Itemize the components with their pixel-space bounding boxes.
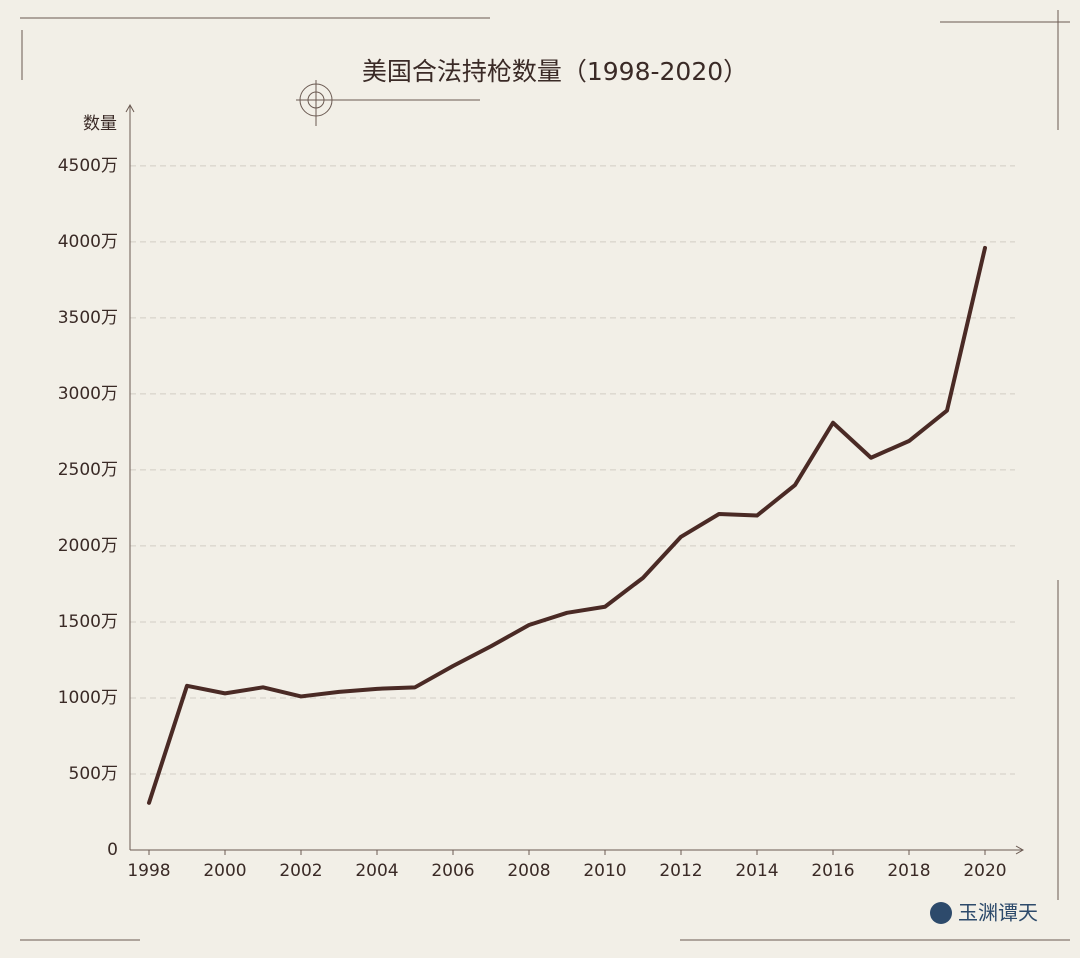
data-line bbox=[147, 245, 987, 805]
logo-icon bbox=[930, 902, 952, 924]
x-tick-label: 2002 bbox=[279, 861, 322, 881]
y-tick-label: 1500万 bbox=[58, 612, 118, 632]
x-tick-label: 2018 bbox=[887, 861, 930, 881]
watermark: 玉渊谭天 bbox=[958, 901, 1038, 925]
y-tick-label: 2500万 bbox=[58, 460, 118, 480]
x-tick-label: 1998 bbox=[127, 861, 170, 881]
y-tick-label: 500万 bbox=[69, 764, 118, 784]
y-tick-label: 0 bbox=[107, 840, 118, 860]
decor bbox=[20, 10, 1070, 941]
y-tick-label: 4500万 bbox=[58, 156, 118, 176]
y-tick-label: 4000万 bbox=[58, 232, 118, 252]
y-tick-label: 2000万 bbox=[58, 536, 118, 556]
y-tick-label: 3500万 bbox=[58, 308, 118, 328]
x-tick-label: 2006 bbox=[431, 861, 474, 881]
x-tick-label: 2020 bbox=[963, 861, 1006, 881]
x-tick-label: 2014 bbox=[735, 861, 778, 881]
y-tick-label: 3000万 bbox=[58, 384, 118, 404]
chart-title: 美国合法持枪数量（1998-2020） bbox=[362, 57, 748, 86]
x-tick-label: 2010 bbox=[583, 861, 626, 881]
x-tick-label: 2016 bbox=[811, 861, 854, 881]
x-axis-arrow bbox=[1015, 845, 1025, 855]
y-axis-label: 数量 bbox=[83, 114, 117, 134]
x-tick-label: 2012 bbox=[659, 861, 702, 881]
y-axis-arrow bbox=[125, 103, 135, 113]
y-tick-label: 1000万 bbox=[58, 688, 118, 708]
x-tick-label: 2008 bbox=[507, 861, 550, 881]
x-tick-label: 2004 bbox=[355, 861, 398, 881]
x-tick-label: 2000 bbox=[203, 861, 246, 881]
